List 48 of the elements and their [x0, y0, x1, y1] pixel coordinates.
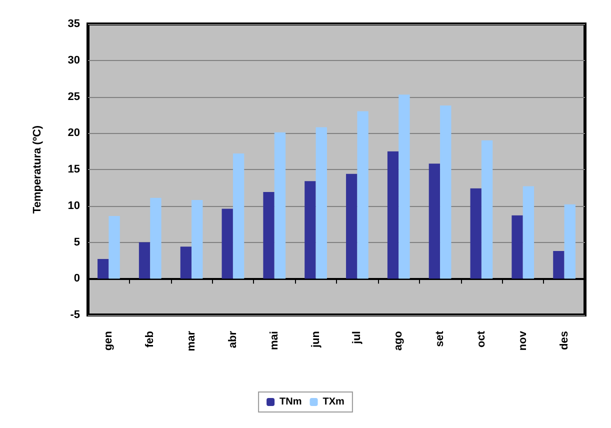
y-axis-title: Temperatura (ºC): [32, 125, 44, 214]
y-tick-label: 15: [68, 164, 80, 176]
x-tick-label: des: [558, 331, 570, 350]
x-tick-label: mai: [268, 331, 280, 350]
bar: [428, 164, 440, 279]
y-tick-label: 5: [74, 236, 80, 248]
bar: [387, 151, 399, 279]
y-tick-label: 25: [68, 90, 80, 103]
x-tick-label: ago: [392, 330, 405, 351]
bar: [192, 200, 203, 279]
bar: [553, 250, 564, 279]
y-tick-label: 35: [68, 18, 80, 30]
bar: [316, 127, 327, 279]
legend-label: TXm: [322, 396, 345, 408]
x-tick-label: jun: [310, 330, 322, 348]
bar: [564, 204, 576, 279]
bar: [274, 132, 286, 279]
bar: [98, 258, 109, 279]
y-tick-label: 10: [68, 200, 80, 212]
bar: [108, 216, 120, 279]
bar: [481, 140, 493, 279]
y-tick-label: 0: [74, 272, 80, 285]
bar: [398, 94, 410, 279]
x-tick-label: jul: [351, 331, 364, 345]
bar: [357, 111, 368, 279]
bar: [180, 246, 192, 279]
bar: [222, 208, 233, 279]
x-tick-label: oct: [475, 330, 488, 348]
bar: [522, 186, 534, 279]
legend-label: TNm: [280, 396, 302, 408]
x-tick-label: gen: [102, 330, 115, 351]
y-tick-label: 30: [68, 54, 80, 66]
x-tick-label: abr: [226, 330, 239, 348]
x-tick-label: feb: [144, 330, 156, 348]
bar: [232, 153, 244, 279]
bar: [440, 105, 452, 279]
y-tick-label: -5: [70, 309, 80, 321]
bar: [346, 174, 358, 279]
x-tick-label: nov: [516, 330, 529, 351]
bar: [263, 192, 274, 279]
x-tick-label: set: [434, 330, 446, 347]
bar: [304, 181, 316, 279]
x-tick-label: mar: [186, 330, 198, 352]
bar: [150, 198, 162, 279]
bar: [138, 242, 150, 279]
bar: [470, 188, 482, 279]
y-tick-label: 20: [68, 127, 80, 140]
bar: [512, 215, 523, 279]
